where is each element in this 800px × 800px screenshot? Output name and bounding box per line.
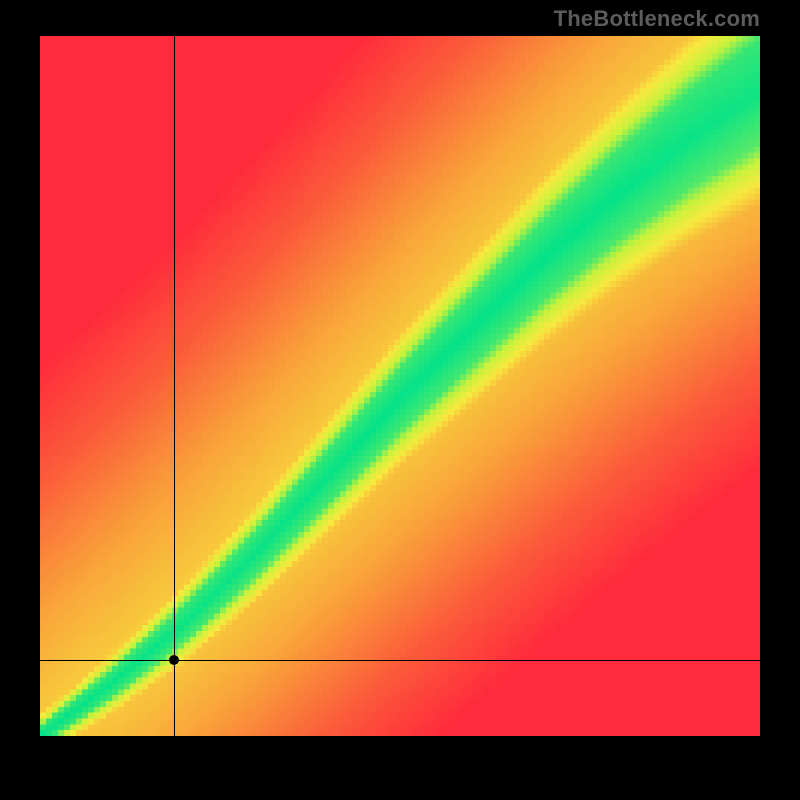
heatmap-canvas	[40, 36, 760, 736]
crosshair-horizontal	[40, 660, 760, 661]
crosshair-vertical	[174, 36, 175, 736]
heatmap-plot	[40, 36, 760, 736]
watermark-text: TheBottleneck.com	[554, 6, 760, 32]
crosshair-marker	[169, 655, 179, 665]
